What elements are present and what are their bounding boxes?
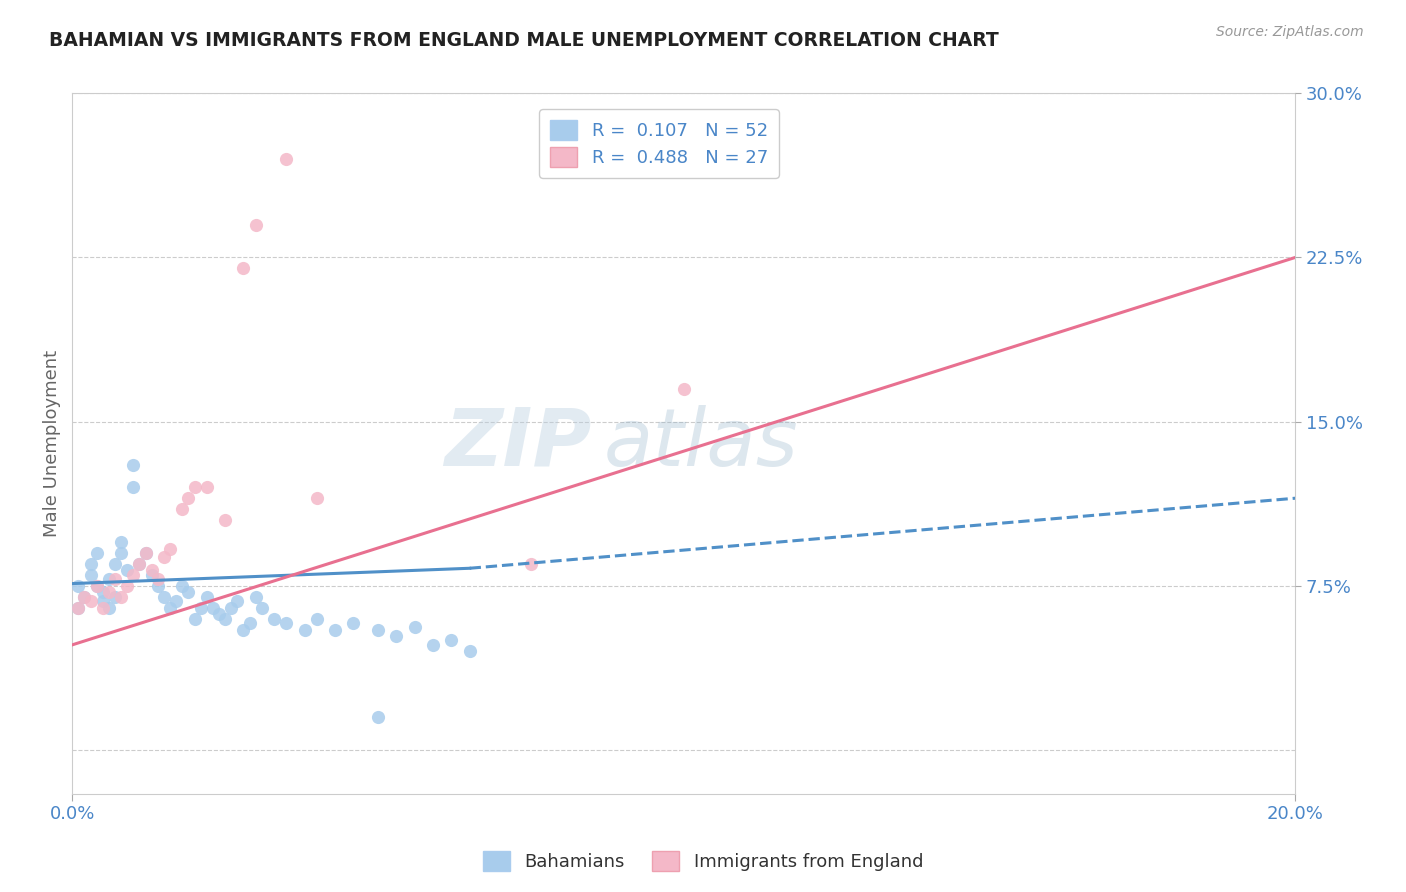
Point bbox=[177, 585, 200, 599]
Text: BAHAMIAN VS IMMIGRANTS FROM ENGLAND MALE UNEMPLOYMENT CORRELATION CHART: BAHAMIAN VS IMMIGRANTS FROM ENGLAND MALE… bbox=[49, 31, 998, 50]
Point bbox=[404, 620, 426, 634]
Point bbox=[73, 590, 96, 604]
Point bbox=[91, 600, 114, 615]
Point bbox=[323, 623, 346, 637]
Point bbox=[183, 480, 205, 494]
Point bbox=[110, 535, 132, 549]
Text: ZIP: ZIP bbox=[444, 404, 592, 483]
Point bbox=[86, 579, 108, 593]
Point bbox=[385, 629, 408, 643]
Point bbox=[117, 579, 139, 593]
Point bbox=[104, 557, 127, 571]
Point bbox=[208, 607, 231, 622]
Point bbox=[86, 579, 108, 593]
Point bbox=[117, 564, 139, 578]
Point bbox=[110, 590, 132, 604]
Legend: Bahamians, Immigrants from England: Bahamians, Immigrants from England bbox=[475, 844, 931, 879]
Point bbox=[172, 579, 194, 593]
Point bbox=[232, 623, 254, 637]
Point bbox=[214, 513, 236, 527]
Point bbox=[97, 600, 120, 615]
Y-axis label: Male Unemployment: Male Unemployment bbox=[44, 350, 60, 537]
Point bbox=[165, 594, 187, 608]
Point bbox=[219, 600, 242, 615]
Point bbox=[276, 152, 298, 166]
Point bbox=[342, 615, 364, 630]
Point bbox=[153, 590, 176, 604]
Point bbox=[672, 382, 695, 396]
Point bbox=[172, 502, 194, 516]
Point bbox=[91, 585, 114, 599]
Legend: R =  0.107   N = 52, R =  0.488   N = 27: R = 0.107 N = 52, R = 0.488 N = 27 bbox=[540, 110, 779, 178]
Point bbox=[141, 564, 163, 578]
Point bbox=[159, 541, 181, 556]
Point bbox=[97, 572, 120, 586]
Text: Source: ZipAtlas.com: Source: ZipAtlas.com bbox=[1216, 25, 1364, 39]
Point bbox=[190, 600, 212, 615]
Point bbox=[128, 557, 150, 571]
Point bbox=[141, 567, 163, 582]
Point bbox=[79, 557, 101, 571]
Point bbox=[458, 644, 481, 658]
Point bbox=[245, 590, 267, 604]
Point bbox=[367, 710, 389, 724]
Point bbox=[67, 600, 90, 615]
Point bbox=[367, 623, 389, 637]
Point bbox=[135, 546, 157, 560]
Point bbox=[195, 590, 218, 604]
Point bbox=[153, 550, 176, 565]
Point bbox=[520, 557, 543, 571]
Point bbox=[183, 611, 205, 625]
Point bbox=[122, 480, 145, 494]
Point bbox=[195, 480, 218, 494]
Point bbox=[128, 557, 150, 571]
Point bbox=[177, 491, 200, 506]
Point bbox=[104, 590, 127, 604]
Point bbox=[294, 623, 316, 637]
Point bbox=[201, 600, 224, 615]
Point bbox=[276, 615, 298, 630]
Point bbox=[232, 261, 254, 276]
Point bbox=[214, 611, 236, 625]
Point bbox=[440, 633, 463, 648]
Point bbox=[226, 594, 249, 608]
Point bbox=[146, 579, 169, 593]
Point bbox=[79, 594, 101, 608]
Point bbox=[245, 218, 267, 232]
Point bbox=[67, 600, 90, 615]
Point bbox=[305, 491, 328, 506]
Point bbox=[91, 594, 114, 608]
Point bbox=[250, 600, 273, 615]
Point bbox=[146, 572, 169, 586]
Point bbox=[305, 611, 328, 625]
Point bbox=[110, 546, 132, 560]
Point bbox=[122, 458, 145, 473]
Point bbox=[422, 638, 444, 652]
Text: atlas: atlas bbox=[605, 404, 799, 483]
Point bbox=[97, 585, 120, 599]
Point bbox=[86, 546, 108, 560]
Point bbox=[104, 572, 127, 586]
Point bbox=[159, 600, 181, 615]
Point bbox=[122, 567, 145, 582]
Point bbox=[135, 546, 157, 560]
Point bbox=[79, 567, 101, 582]
Point bbox=[67, 579, 90, 593]
Point bbox=[238, 615, 260, 630]
Point bbox=[73, 590, 96, 604]
Point bbox=[263, 611, 285, 625]
